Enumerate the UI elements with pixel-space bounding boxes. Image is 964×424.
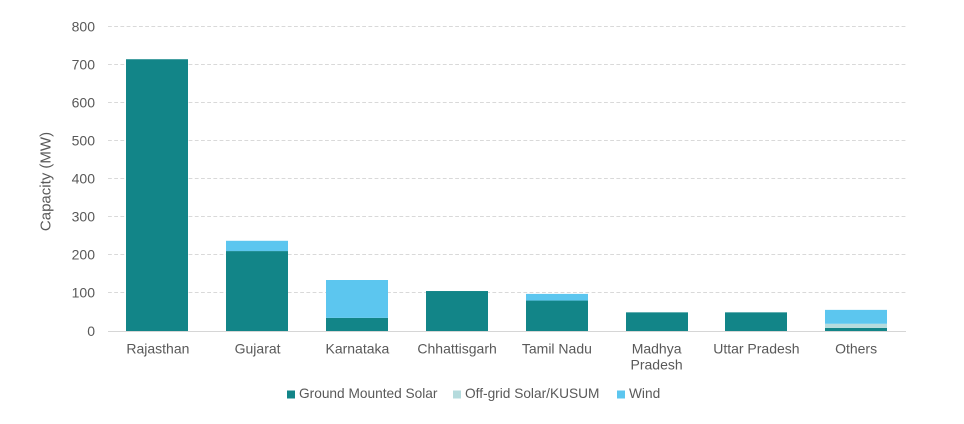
svg-text:Madhya: Madhya xyxy=(632,341,682,357)
svg-text:600: 600 xyxy=(72,94,96,110)
svg-text:Uttar Pradesh: Uttar Pradesh xyxy=(713,341,799,357)
svg-text:Karnataka: Karnataka xyxy=(325,341,389,357)
svg-text:800: 800 xyxy=(72,18,96,34)
svg-text:300: 300 xyxy=(72,209,96,225)
svg-text:500: 500 xyxy=(72,132,96,148)
svg-text:Gujarat: Gujarat xyxy=(235,341,281,357)
svg-text:700: 700 xyxy=(72,56,96,72)
svg-text:Others: Others xyxy=(835,341,877,357)
svg-text:Chhattisgarh: Chhattisgarh xyxy=(417,341,496,357)
svg-text:Ground Mounted Solar: Ground Mounted Solar xyxy=(299,386,438,401)
svg-text:Off-grid Solar/KUSUM: Off-grid Solar/KUSUM xyxy=(465,386,599,401)
svg-text:100: 100 xyxy=(72,285,96,301)
svg-text:Tamil Nadu: Tamil Nadu xyxy=(522,341,592,357)
svg-text:400: 400 xyxy=(72,171,96,187)
svg-text:0: 0 xyxy=(87,323,95,339)
svg-text:Pradesh: Pradesh xyxy=(631,357,683,373)
svg-text:200: 200 xyxy=(72,247,96,263)
svg-text:Wind: Wind xyxy=(629,386,660,401)
svg-text:Capacity (MW): Capacity (MW) xyxy=(38,132,55,231)
svg-text:Rajasthan: Rajasthan xyxy=(126,341,189,357)
